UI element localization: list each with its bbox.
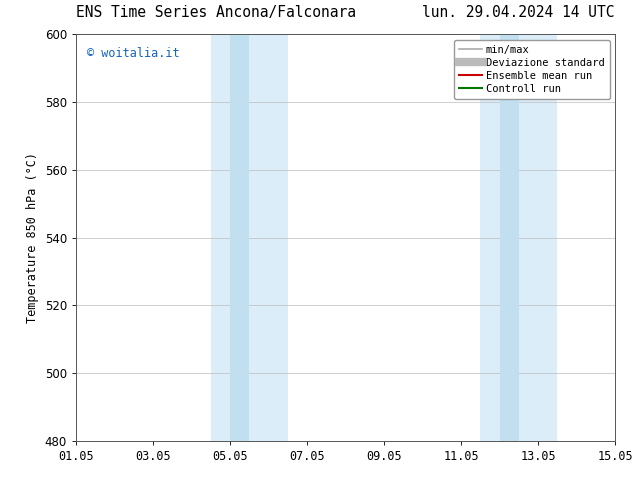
Text: ENS Time Series Ancona/Falconara: ENS Time Series Ancona/Falconara — [76, 5, 356, 20]
Text: lun. 29.04.2024 14 UTC: lun. 29.04.2024 14 UTC — [422, 5, 615, 20]
Legend: min/max, Deviazione standard, Ensemble mean run, Controll run: min/max, Deviazione standard, Ensemble m… — [453, 40, 610, 99]
Y-axis label: Temperature 850 hPa (°C): Temperature 850 hPa (°C) — [26, 152, 39, 323]
Bar — [480, 34, 557, 441]
Bar — [210, 34, 288, 441]
Bar — [500, 34, 519, 441]
Text: © woitalia.it: © woitalia.it — [87, 47, 179, 59]
Bar — [230, 34, 249, 441]
